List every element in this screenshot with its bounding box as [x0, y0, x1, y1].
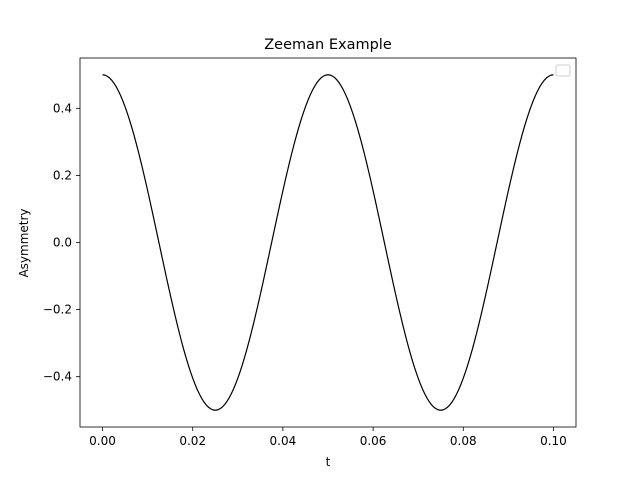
legend-box — [555, 64, 571, 77]
y-axis-ticks: −0.4 −0.2 0.0 0.2 0.4 — [43, 101, 80, 384]
x-axis-ticks: 0.00 0.02 0.04 0.06 0.08 0.10 — [89, 427, 567, 448]
plot-area — [80, 58, 576, 427]
chart-title: Zeeman Example — [264, 37, 392, 53]
y-tick-label: −0.4 — [43, 370, 72, 384]
x-tick-label: 0.04 — [270, 434, 297, 448]
series-line-asymmetry — [102, 74, 554, 411]
x-tick-label: 0.00 — [89, 434, 116, 448]
x-axis-label: t — [326, 455, 331, 469]
x-tick-label: 0.10 — [540, 434, 567, 448]
x-tick-label: 0.02 — [179, 434, 206, 448]
y-tick-label: 0.4 — [53, 101, 72, 115]
y-tick-label: 0.0 — [53, 236, 72, 250]
y-axis-label: Asymmetry — [17, 208, 31, 277]
plot-frame — [79, 57, 577, 428]
x-tick-label: 0.08 — [450, 434, 477, 448]
y-tick-label: 0.2 — [53, 168, 72, 182]
y-tick-label: −0.2 — [43, 303, 72, 317]
x-tick-label: 0.06 — [360, 434, 387, 448]
